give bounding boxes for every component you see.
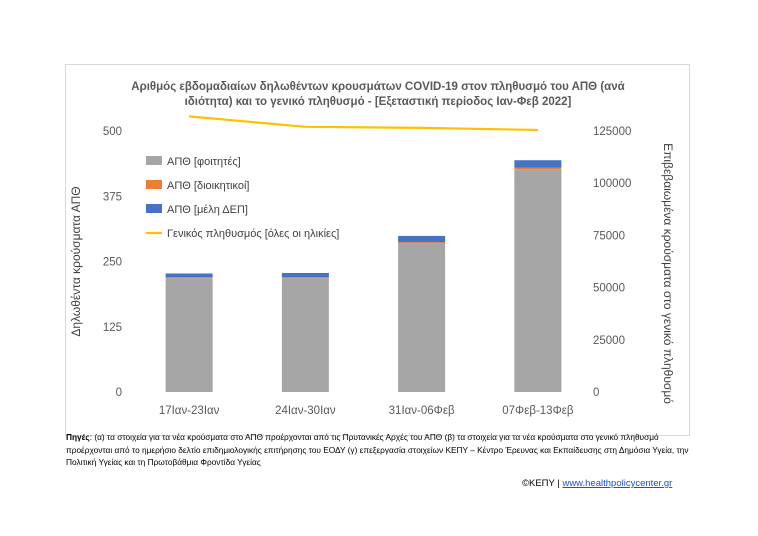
bar-segment bbox=[398, 235, 446, 243]
y2-tick-label: 25000 bbox=[593, 335, 625, 347]
y-tick-label: 125 bbox=[103, 322, 122, 334]
bar-segment bbox=[398, 243, 446, 392]
bar-segment bbox=[281, 277, 329, 279]
footer-link[interactable]: www.healthpolicycenter.gr bbox=[562, 478, 673, 489]
source-caption: Πηγές: (α) τα στοιχεία για τα νέα κρούσμ… bbox=[66, 431, 691, 469]
bar-segment bbox=[514, 160, 562, 168]
y2-tick-label: 0 bbox=[593, 387, 599, 399]
y2-tick-label: 125000 bbox=[593, 126, 631, 138]
legend-label: ΑΠΘ [μέλη ΔΕΠ] bbox=[167, 204, 248, 216]
y2-tick-label: 100000 bbox=[593, 178, 631, 190]
bar-segment bbox=[165, 277, 213, 279]
bar-segment bbox=[165, 273, 213, 278]
chart-svg: Αριθμός εβδομαδιαίων δηλωθέντων κρουσμάτ… bbox=[69, 81, 675, 417]
y-tick-label: 0 bbox=[116, 387, 122, 399]
y-axis-title: Δηλωθέντα κρούσματα ΑΠΘ bbox=[69, 186, 83, 336]
bar-segment bbox=[165, 278, 213, 392]
bar-segment bbox=[281, 272, 329, 278]
x-tick-label: 31Ιαν-06Φεβ bbox=[389, 405, 455, 417]
legend-swatch bbox=[146, 180, 162, 189]
legend-swatch bbox=[146, 204, 162, 213]
legend-label: Γενικός πληθυσμός [όλες οι ηλικίες] bbox=[167, 228, 339, 240]
legend-label: ΑΠΘ [φοιτητές] bbox=[167, 156, 241, 168]
x-tick-label: 07Φεβ-13Φεβ bbox=[502, 405, 574, 417]
chart-area: Αριθμός εβδομαδιαίων δηλωθέντων κρουσμάτ… bbox=[65, 64, 690, 436]
y-tick-label: 500 bbox=[103, 126, 122, 138]
y2-tick-label: 75000 bbox=[593, 230, 625, 242]
y2-axis-title: Επιβεβαιωμένα κρούσματα στο γενικό πληθυ… bbox=[661, 143, 675, 404]
footer-copyright: ©ΚΕΠΥ | bbox=[522, 478, 563, 489]
legend-swatch bbox=[146, 156, 162, 165]
y-tick-label: 250 bbox=[103, 257, 122, 269]
chart-title-line: ιδιότητα) και το γενικό πληθυσμό - [Εξετ… bbox=[185, 96, 572, 108]
bar-segment bbox=[281, 278, 329, 392]
y2-tick-label: 50000 bbox=[593, 283, 625, 295]
x-tick-label: 24Ιαν-30Ιαν bbox=[275, 405, 336, 417]
series-line bbox=[189, 115, 538, 132]
bar-segment bbox=[514, 169, 562, 392]
footer: ©ΚΕΠΥ | www.healthpolicycenter.gr bbox=[522, 478, 672, 489]
caption-lead: Πηγές bbox=[66, 432, 90, 442]
caption-text: : (α) τα στοιχεία για τα νέα κρούσματα σ… bbox=[66, 432, 689, 467]
legend-label: ΑΠΘ [διοικητικοί] bbox=[167, 180, 249, 192]
y-tick-label: 375 bbox=[103, 191, 122, 203]
chart-title-line: Αριθμός εβδομαδιαίων δηλωθέντων κρουσμάτ… bbox=[131, 81, 624, 93]
bar-segment bbox=[514, 167, 562, 170]
bar-segment bbox=[398, 242, 446, 244]
x-tick-label: 17Ιαν-23Ιαν bbox=[159, 405, 220, 417]
